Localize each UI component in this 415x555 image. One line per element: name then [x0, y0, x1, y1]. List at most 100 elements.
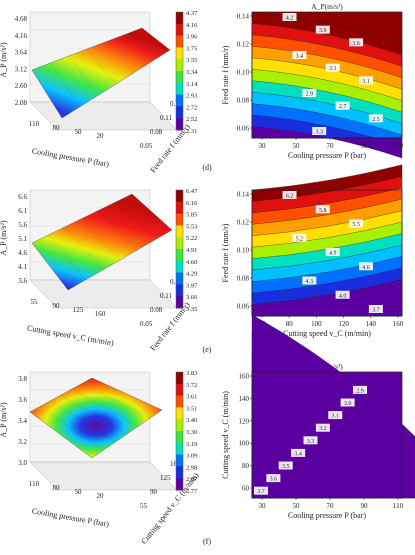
contour-label-box [292, 233, 307, 242]
colorbar-segment [176, 395, 183, 408]
y-tick-label: 90 [150, 488, 158, 496]
contour-label-box [325, 248, 340, 256]
contour-x-tick-label: 90 [361, 502, 369, 510]
response-surface [29, 377, 163, 459]
contour-label: 3.1 [332, 414, 340, 420]
colorbar-tick-label: 2.52 [186, 116, 197, 123]
colorbar-segment [176, 94, 183, 107]
contour-label-box [291, 448, 306, 457]
colorbar-segment [176, 71, 183, 84]
contour-y-tick-label: 0.10 [237, 69, 250, 77]
contour-label-box [278, 461, 293, 470]
contour-x-tick-label: 50 [293, 142, 301, 150]
contour-label-box [254, 486, 268, 495]
surface-mesh-line [98, 210, 138, 251]
surface-mesh-line [60, 394, 128, 435]
contour-y-tick-label: 0.12 [237, 41, 250, 49]
contour-x-tick-label: 50 [293, 502, 301, 510]
contour-label-box [340, 398, 355, 407]
contour-y-axis-label: Feed rate f (mm/r) [221, 223, 230, 282]
y-tick-label: 0.08 [150, 128, 163, 136]
contour-x-tick-label: 70 [327, 142, 335, 150]
surface-mesh-line [86, 48, 117, 85]
contour-label-box [303, 436, 318, 445]
contour-label-box [266, 474, 281, 483]
x-tick-label: 160 [95, 310, 106, 318]
contour-x-axis-label: Cooling pressure P (bar) [288, 511, 366, 520]
x-tick-label: 20 [97, 132, 105, 140]
z-tick-label: 4.6 [18, 249, 27, 257]
colorbar-tick-label: 3.55 [186, 57, 197, 64]
contour-label-box [315, 205, 330, 214]
colorbar-frame [175, 189, 184, 309]
z-tick-label: 3.0 [18, 459, 27, 467]
colorbar-segment [176, 35, 183, 48]
colorbar-segment [176, 260, 183, 274]
contour-y-tick-label: 160 [239, 373, 250, 381]
colorbar-tick-label: 3.75 [186, 45, 197, 52]
contour-bands [251, 11, 403, 159]
contour-label-box [302, 89, 317, 97]
surface-mesh-line [123, 34, 153, 62]
colorbar-segment [176, 383, 183, 397]
z-tick-label: 6.6 [18, 193, 27, 201]
z-tick-label: 3.6 [18, 277, 27, 285]
contour-label: 2.7 [339, 104, 347, 110]
surface-mesh-line [40, 406, 104, 451]
colorbar-segment [176, 225, 183, 238]
contour-label: 3.2 [319, 426, 327, 432]
colorbar-tick-label: 5.22 [186, 235, 197, 242]
colorbar-segment [176, 478, 183, 491]
y-tick-label: 0.11 [160, 114, 172, 122]
surface-mesh-line [48, 234, 86, 281]
colorbar-segment [176, 284, 183, 297]
contour-y-tick-label: 0.12 [237, 219, 250, 227]
colorbar-tick-label: 3.83 [186, 370, 197, 377]
contour-y-tick-label: 80 [242, 462, 250, 470]
contour-frame [251, 189, 403, 317]
response-surface [31, 193, 173, 291]
contour-y-tick-label: 100 [239, 440, 250, 448]
colorbar-segment [176, 407, 183, 420]
z-tick-label: 4.1 [18, 263, 27, 271]
z-tick-label: 3.4 [18, 417, 27, 425]
contour-label-box [368, 305, 383, 313]
contour-label: 2.5 [372, 117, 380, 123]
x-tick-label: 50 [75, 488, 83, 496]
contour-x-tick-label: 90 [361, 142, 369, 150]
contour-label-box [282, 191, 297, 199]
x-tick-label: 110 [29, 480, 40, 488]
contour-frame [251, 11, 403, 139]
y-tick-label: 0.05 [140, 142, 153, 150]
contour-label: 3.4 [294, 451, 302, 457]
contour-label: 5.8 [319, 208, 327, 214]
colorbar-segment [176, 82, 183, 96]
y-tick-label: 0.05 [140, 320, 153, 328]
x-axis-label: Cooling pressure P (bar) [31, 146, 110, 168]
contour-label-box [335, 101, 350, 110]
colorbar-segment [176, 431, 183, 444]
surface-mesh-line [81, 218, 121, 261]
contour-label: 3.9 [319, 28, 327, 34]
contour-y-tick-label: 0.08 [237, 275, 250, 283]
contour-label-box [282, 13, 297, 21]
contour-frame [251, 371, 403, 499]
colorbar-tick-label: 3.97 [186, 282, 198, 289]
contour-label-box [292, 51, 307, 59]
x-tick-label: 125 [73, 306, 84, 314]
surface-mesh-line [105, 41, 135, 73]
colorbar-tick-label: 4.60 [186, 259, 197, 266]
colorbar-tick-label: 3.40 [186, 417, 197, 424]
colorbar-tick-label: 3.35 [186, 306, 197, 313]
colorbar-segment [176, 47, 183, 60]
x-tick-label: 80 [53, 484, 61, 492]
contour-x-axis-label: Cutting speed v_C (m/min) [283, 329, 371, 338]
contour-label: 3.3 [307, 439, 315, 445]
colorbar-tick-label: 2.72 [186, 104, 197, 111]
panel-label: (d) [202, 163, 212, 172]
colorbar-tick-label: 3.09 [186, 453, 197, 460]
z-axis-label: A_P (m/s²) [0, 220, 8, 256]
contour-x-tick-label: 30 [259, 142, 267, 150]
